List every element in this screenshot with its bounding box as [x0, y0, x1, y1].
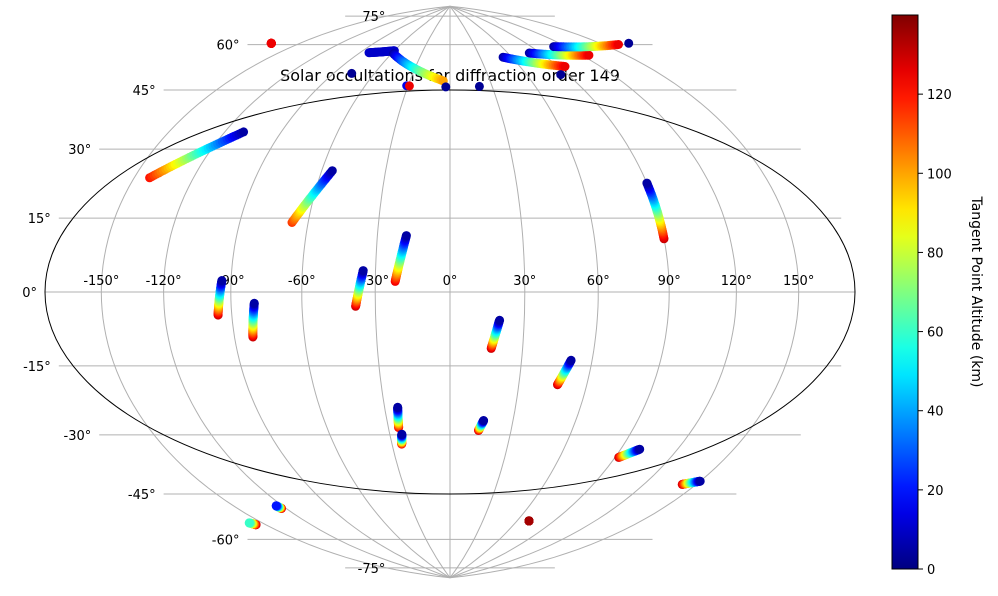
lat-tick-label: -45° — [128, 488, 156, 503]
lat-tick-label: -30° — [64, 429, 92, 444]
data-point — [524, 516, 534, 526]
lon-tick-label: -30° — [361, 274, 389, 289]
axis-tick-labels: -150° -120° -90° -60° -30° 0° 30° 60° 90° 120° 150… — [22, 10, 814, 577]
lat-tick-label: 75° — [362, 10, 385, 25]
data-point — [393, 402, 403, 412]
graticule — [44, 5, 856, 579]
data-point — [635, 444, 645, 454]
lat-tick-label: 15° — [28, 212, 51, 227]
data-point — [479, 416, 489, 425]
lat-tick-label: -15° — [23, 360, 51, 375]
lon-tick-label: 60° — [587, 274, 610, 289]
data-point — [266, 38, 276, 48]
colorbar-tick-label: 0 — [927, 563, 935, 578]
lat-tick-label: -60° — [212, 533, 240, 548]
lat-tick-label: -75° — [358, 562, 386, 577]
colorbar-tick-label: 120 — [927, 88, 952, 103]
lat-tick-label: 0° — [22, 286, 37, 301]
data-point — [624, 38, 634, 48]
data-point — [404, 81, 414, 91]
lon-tick-label: 30° — [513, 274, 536, 289]
map-boundary — [44, 89, 856, 495]
lon-tick-label: 0° — [443, 274, 458, 289]
data-points-layer — [145, 38, 705, 530]
data-point — [584, 50, 594, 60]
lon-tick-label: -150° — [83, 274, 119, 289]
data-point — [327, 166, 337, 176]
data-point — [560, 62, 570, 71]
colorbar-label: Tangent Point Altitude (km) — [968, 195, 984, 387]
colorbar-tick-label: 80 — [927, 246, 944, 261]
data-point — [441, 82, 451, 92]
lat-tick-label: 30° — [68, 143, 91, 158]
data-point — [397, 429, 407, 439]
data-point — [271, 501, 281, 511]
data-point — [556, 70, 566, 80]
lon-tick-label: 120° — [721, 274, 752, 289]
data-point — [614, 40, 623, 49]
data-point — [358, 266, 368, 276]
colorbar-tick-label: 60 — [927, 326, 944, 341]
colorbar-tick-label: 100 — [927, 167, 952, 182]
colorbar-gradient — [891, 14, 919, 570]
data-point — [566, 355, 576, 365]
colorbar-tick-label: 20 — [927, 484, 944, 499]
lat-tick-label: 60° — [216, 39, 239, 54]
data-point — [401, 231, 411, 241]
data-point — [249, 298, 259, 308]
colorbar-ticks: 0 20 40 60 80 100 120 — [918, 88, 952, 578]
data-point — [347, 68, 357, 78]
data-point — [217, 276, 227, 285]
lon-tick-label: -60° — [288, 274, 316, 289]
data-point — [239, 127, 249, 137]
lon-tick-label: -120° — [146, 274, 182, 289]
data-point — [244, 518, 254, 528]
data-point — [695, 476, 705, 486]
lat-tick-label: 45° — [133, 84, 156, 99]
data-point — [474, 81, 484, 91]
colorbar-tick-label: 40 — [927, 405, 944, 420]
lon-tick-label: 90° — [658, 274, 681, 289]
data-point — [495, 315, 505, 325]
lon-tick-label: 150° — [783, 274, 814, 289]
data-point — [642, 178, 652, 188]
colorbar: 0 20 40 60 80 100 120 Tangent Point Altitude (… — [891, 14, 984, 578]
